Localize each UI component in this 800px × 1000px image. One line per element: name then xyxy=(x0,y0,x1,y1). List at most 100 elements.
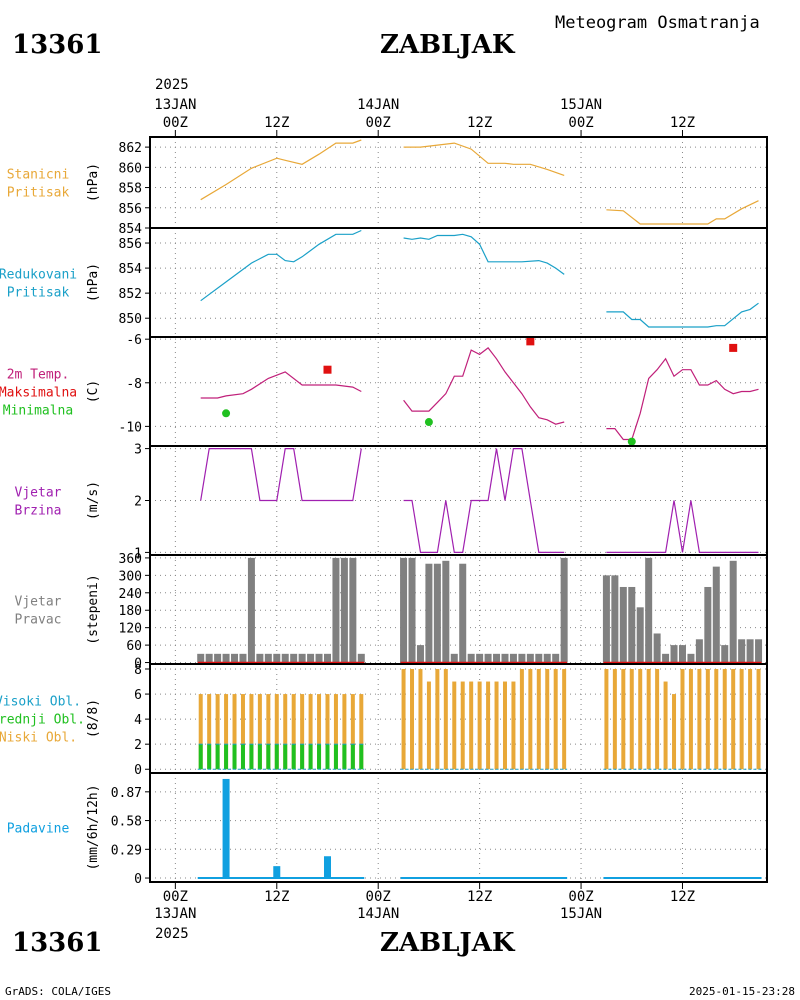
bar xyxy=(602,575,610,663)
bar xyxy=(459,563,467,663)
bar xyxy=(264,653,272,663)
x-tick-label: 14JAN xyxy=(357,97,399,113)
low-cloud-bar xyxy=(291,694,296,770)
x-tick-label: 13JAN xyxy=(154,97,196,113)
series-line xyxy=(403,347,565,425)
panel-label: Vjetar xyxy=(15,595,62,610)
panel-label: Visoki Obl. xyxy=(0,695,81,710)
low-cloud-bar xyxy=(629,669,634,770)
panel-clouds: Visoki Obl. Srednji Obl. Niski Obl. (8/8) 0 2… xyxy=(0,663,768,778)
low-cloud-bar xyxy=(435,669,440,770)
bar xyxy=(729,560,737,663)
panel-frame xyxy=(149,227,768,338)
bar xyxy=(214,653,222,663)
mid-cloud-bar xyxy=(283,744,288,770)
bar xyxy=(349,557,357,663)
x-tick-label: 13JAN xyxy=(154,906,196,922)
y-axis-label: (stepeni) xyxy=(86,574,101,644)
low-cloud-bar xyxy=(240,694,245,770)
y-tick-label: 0.29 xyxy=(111,843,142,858)
y-tick-label: 0 xyxy=(134,763,142,778)
bar xyxy=(552,653,560,663)
panel-label: Pravac xyxy=(15,613,62,628)
mid-cloud-bar xyxy=(257,744,262,770)
bar xyxy=(636,607,644,663)
mid-cloud-bar xyxy=(359,744,364,770)
low-cloud-bar xyxy=(274,694,279,770)
station-name-top: ZABLJAK xyxy=(380,30,515,60)
x-tick-label: 12Z xyxy=(670,115,695,131)
bar xyxy=(357,653,365,663)
low-cloud-bar xyxy=(756,669,761,770)
panel-label: Redukovani xyxy=(0,268,77,283)
low-cloud-bar xyxy=(469,681,474,770)
panel-label: Maksimalna xyxy=(0,386,77,401)
bar xyxy=(400,557,408,663)
series-line xyxy=(403,142,565,176)
bottom-year-label: 2025 xyxy=(155,926,189,942)
panel-label: Srednji Obl. xyxy=(0,713,85,728)
mid-cloud-bar xyxy=(232,744,237,770)
low-cloud-bar xyxy=(494,681,499,770)
series-line xyxy=(403,233,565,275)
station-id-bottom: 13361 xyxy=(12,928,103,958)
top-year-label: 2025 xyxy=(155,77,189,93)
bar xyxy=(315,653,323,663)
y-tick-label: 240 xyxy=(119,587,142,602)
bar xyxy=(290,653,298,663)
bar xyxy=(526,653,534,663)
bar xyxy=(433,563,441,663)
low-cloud-bar xyxy=(562,669,567,770)
mid-cloud-bar xyxy=(300,744,305,770)
series-line xyxy=(200,229,362,302)
low-cloud-bar xyxy=(486,681,491,770)
low-cloud-bar xyxy=(714,669,719,770)
mid-cloud-bar xyxy=(291,744,296,770)
panel-precipitation: Padavine (mm/6h/12h) 0 0.29 0.58 0.87 xyxy=(7,772,768,887)
y-tick-label: 180 xyxy=(119,604,142,619)
bar xyxy=(442,560,450,663)
bar xyxy=(695,639,703,663)
max-temp-point xyxy=(729,343,738,352)
panel-label: Brzina xyxy=(15,504,62,519)
mid-cloud-bar xyxy=(215,744,220,770)
bar xyxy=(619,586,627,663)
y-tick-label: 3 xyxy=(134,443,142,458)
x-tick-label: 12Z xyxy=(467,115,492,131)
low-cloud-bar xyxy=(410,669,415,770)
low-cloud-bar xyxy=(477,681,482,770)
low-cloud-bar xyxy=(283,694,288,770)
meteogram-title: Meteogram Osmatranja xyxy=(555,13,760,33)
series-line xyxy=(200,448,362,502)
low-cloud-bar xyxy=(638,669,643,770)
panel-frame xyxy=(149,136,768,229)
low-cloud-bar xyxy=(511,681,516,770)
x-tick-label: 15JAN xyxy=(560,97,602,113)
y-tick-label: 2 xyxy=(134,495,142,510)
mid-cloud-bar xyxy=(240,744,245,770)
low-cloud-bar xyxy=(325,694,330,770)
y-tick-label: 854 xyxy=(119,262,143,277)
low-cloud-bar xyxy=(359,694,364,770)
bar xyxy=(493,653,501,663)
max-temp-point xyxy=(526,337,535,346)
low-cloud-bar xyxy=(317,694,322,770)
mid-cloud-bar xyxy=(207,744,212,770)
y-tick-label: 0.87 xyxy=(111,786,142,801)
y-tick-label: 300 xyxy=(119,569,142,584)
x-tick-label: 00Z xyxy=(568,115,593,131)
bar xyxy=(239,653,247,663)
y-tick-label: 60 xyxy=(126,639,142,654)
x-tick-label: 00Z xyxy=(568,889,593,905)
bar xyxy=(273,653,281,663)
low-cloud-bar xyxy=(748,669,753,770)
precip-bar xyxy=(323,856,331,879)
bar xyxy=(501,653,509,663)
low-cloud-bar xyxy=(257,694,262,770)
y-tick-label: 856 xyxy=(119,237,142,252)
series-line xyxy=(606,302,759,328)
y-tick-label: 850 xyxy=(119,312,142,327)
low-cloud-bar xyxy=(519,669,524,770)
bar xyxy=(222,653,230,663)
bar xyxy=(197,653,205,663)
